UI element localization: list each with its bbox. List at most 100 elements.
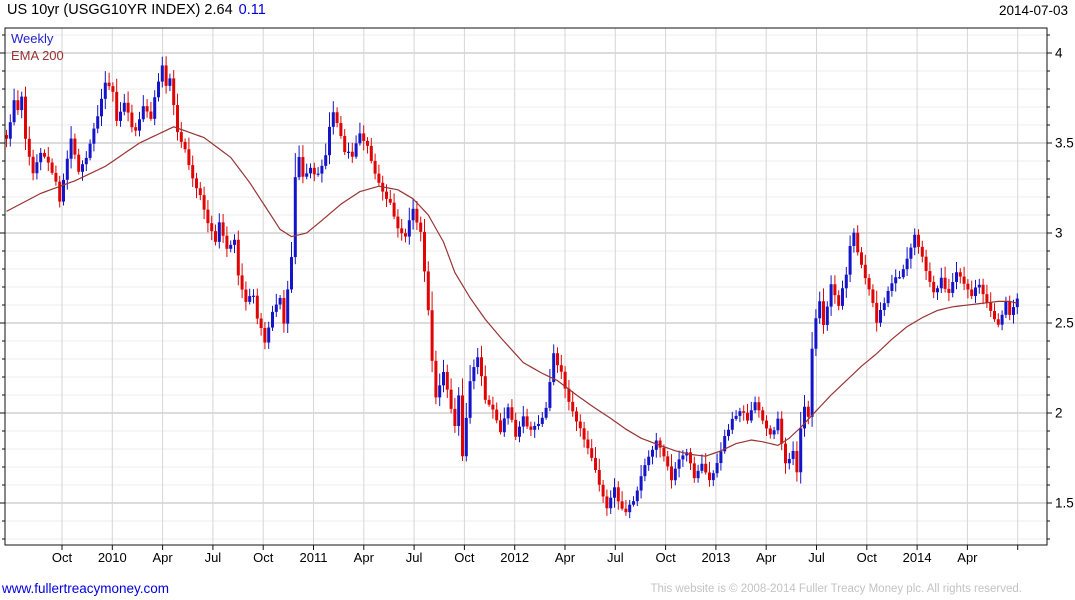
candle-body xyxy=(768,428,772,435)
candle-body xyxy=(639,476,643,491)
candle-body xyxy=(483,376,487,400)
candle-body xyxy=(423,231,426,272)
candle-body xyxy=(727,429,730,437)
candle-body xyxy=(761,410,765,421)
candle-body xyxy=(134,127,138,131)
candle-body xyxy=(567,388,571,402)
candle-body xyxy=(890,283,894,291)
candle-body xyxy=(810,348,814,417)
candle-body xyxy=(601,484,605,497)
candle-body xyxy=(742,411,746,413)
candle-body xyxy=(77,154,81,172)
candle-body xyxy=(445,371,449,390)
candle-body xyxy=(814,318,818,349)
candle-body xyxy=(225,235,229,249)
candle-body xyxy=(400,228,404,234)
x-axis-label: 2011 xyxy=(300,550,328,565)
legend-overlay-ema: EMA 200 xyxy=(11,48,64,63)
candle-body xyxy=(407,220,411,237)
candle-body xyxy=(69,138,73,159)
candle-body xyxy=(506,407,510,419)
candle-body xyxy=(943,277,947,289)
candle-body xyxy=(442,371,445,386)
website-link[interactable]: www.fullertreacymoney.com xyxy=(2,581,170,596)
x-axis-label: 2010 xyxy=(98,550,127,565)
candle-body xyxy=(244,289,248,302)
candle-body xyxy=(575,411,578,422)
price-change: 0.11 xyxy=(238,2,266,18)
candle-body xyxy=(822,301,825,325)
candle-body xyxy=(711,473,715,481)
candle-body xyxy=(24,96,27,139)
candle-body xyxy=(529,426,533,430)
y-axis-label: 2 xyxy=(1055,406,1063,421)
candle-body xyxy=(499,420,502,433)
candle-body xyxy=(571,401,575,412)
candle-body xyxy=(43,152,46,157)
candle-body xyxy=(282,297,286,324)
candle-body xyxy=(301,157,305,177)
candle-body xyxy=(119,111,122,121)
candle-body xyxy=(347,151,350,153)
candle-body xyxy=(521,416,525,427)
candle-body xyxy=(415,208,419,223)
candle-body xyxy=(654,440,658,450)
candle-body xyxy=(746,412,749,421)
candle-body xyxy=(252,295,255,297)
candle-body xyxy=(677,459,681,469)
y-axis-label: 4 xyxy=(1055,46,1063,61)
x-axis-label: 2014 xyxy=(903,550,932,565)
candle-body xyxy=(525,416,529,427)
x-axis-label: Jul xyxy=(808,550,825,565)
candle-body xyxy=(107,82,111,87)
candle-body xyxy=(369,145,373,161)
candle-body xyxy=(255,295,259,319)
candle-body xyxy=(172,78,176,106)
candle-body xyxy=(343,135,347,153)
candle-body xyxy=(187,149,191,166)
candle-body xyxy=(103,82,107,99)
candle-body xyxy=(913,234,917,248)
candle-body xyxy=(157,81,160,98)
candle-body xyxy=(863,264,867,279)
page-title: US 10yr (USGG10YR INDEX) 2.64 xyxy=(7,2,233,18)
ema-200-line xyxy=(6,126,1018,457)
candle-body xyxy=(138,119,141,131)
candle-body xyxy=(491,404,495,410)
y-axis-label: 1.5 xyxy=(1055,496,1074,511)
candle-body xyxy=(590,448,594,458)
x-axis-label: Oct xyxy=(454,550,475,565)
candle-body xyxy=(331,112,335,127)
candle-body xyxy=(297,157,301,178)
candle-body xyxy=(324,155,328,166)
candle-body xyxy=(160,65,164,82)
candle-body xyxy=(73,138,77,155)
candle-body xyxy=(860,252,863,265)
candle-body xyxy=(419,222,423,232)
candle-body xyxy=(373,160,377,174)
candle-body xyxy=(96,116,100,129)
candle-body xyxy=(533,425,537,430)
chart-date: 2014-07-03 xyxy=(998,3,1068,18)
candle-body xyxy=(195,178,198,189)
candle-body xyxy=(320,165,324,174)
candle-body xyxy=(632,501,635,505)
candle-body xyxy=(609,497,613,509)
candle-body xyxy=(955,272,958,283)
candle-body xyxy=(62,179,65,202)
candle-body xyxy=(886,290,890,304)
candle-body xyxy=(753,402,757,411)
x-axis-label: Apr xyxy=(555,550,576,565)
candle-body xyxy=(696,470,700,479)
candle-body xyxy=(461,395,464,457)
candle-body xyxy=(65,158,69,180)
candle-body xyxy=(974,287,977,297)
candle-body xyxy=(81,164,84,172)
candle-body xyxy=(1008,301,1012,315)
candles-layer xyxy=(5,56,1019,519)
candle-body xyxy=(704,463,708,473)
candle-body xyxy=(723,436,727,452)
candle-body xyxy=(757,402,761,411)
candle-body xyxy=(605,496,609,509)
